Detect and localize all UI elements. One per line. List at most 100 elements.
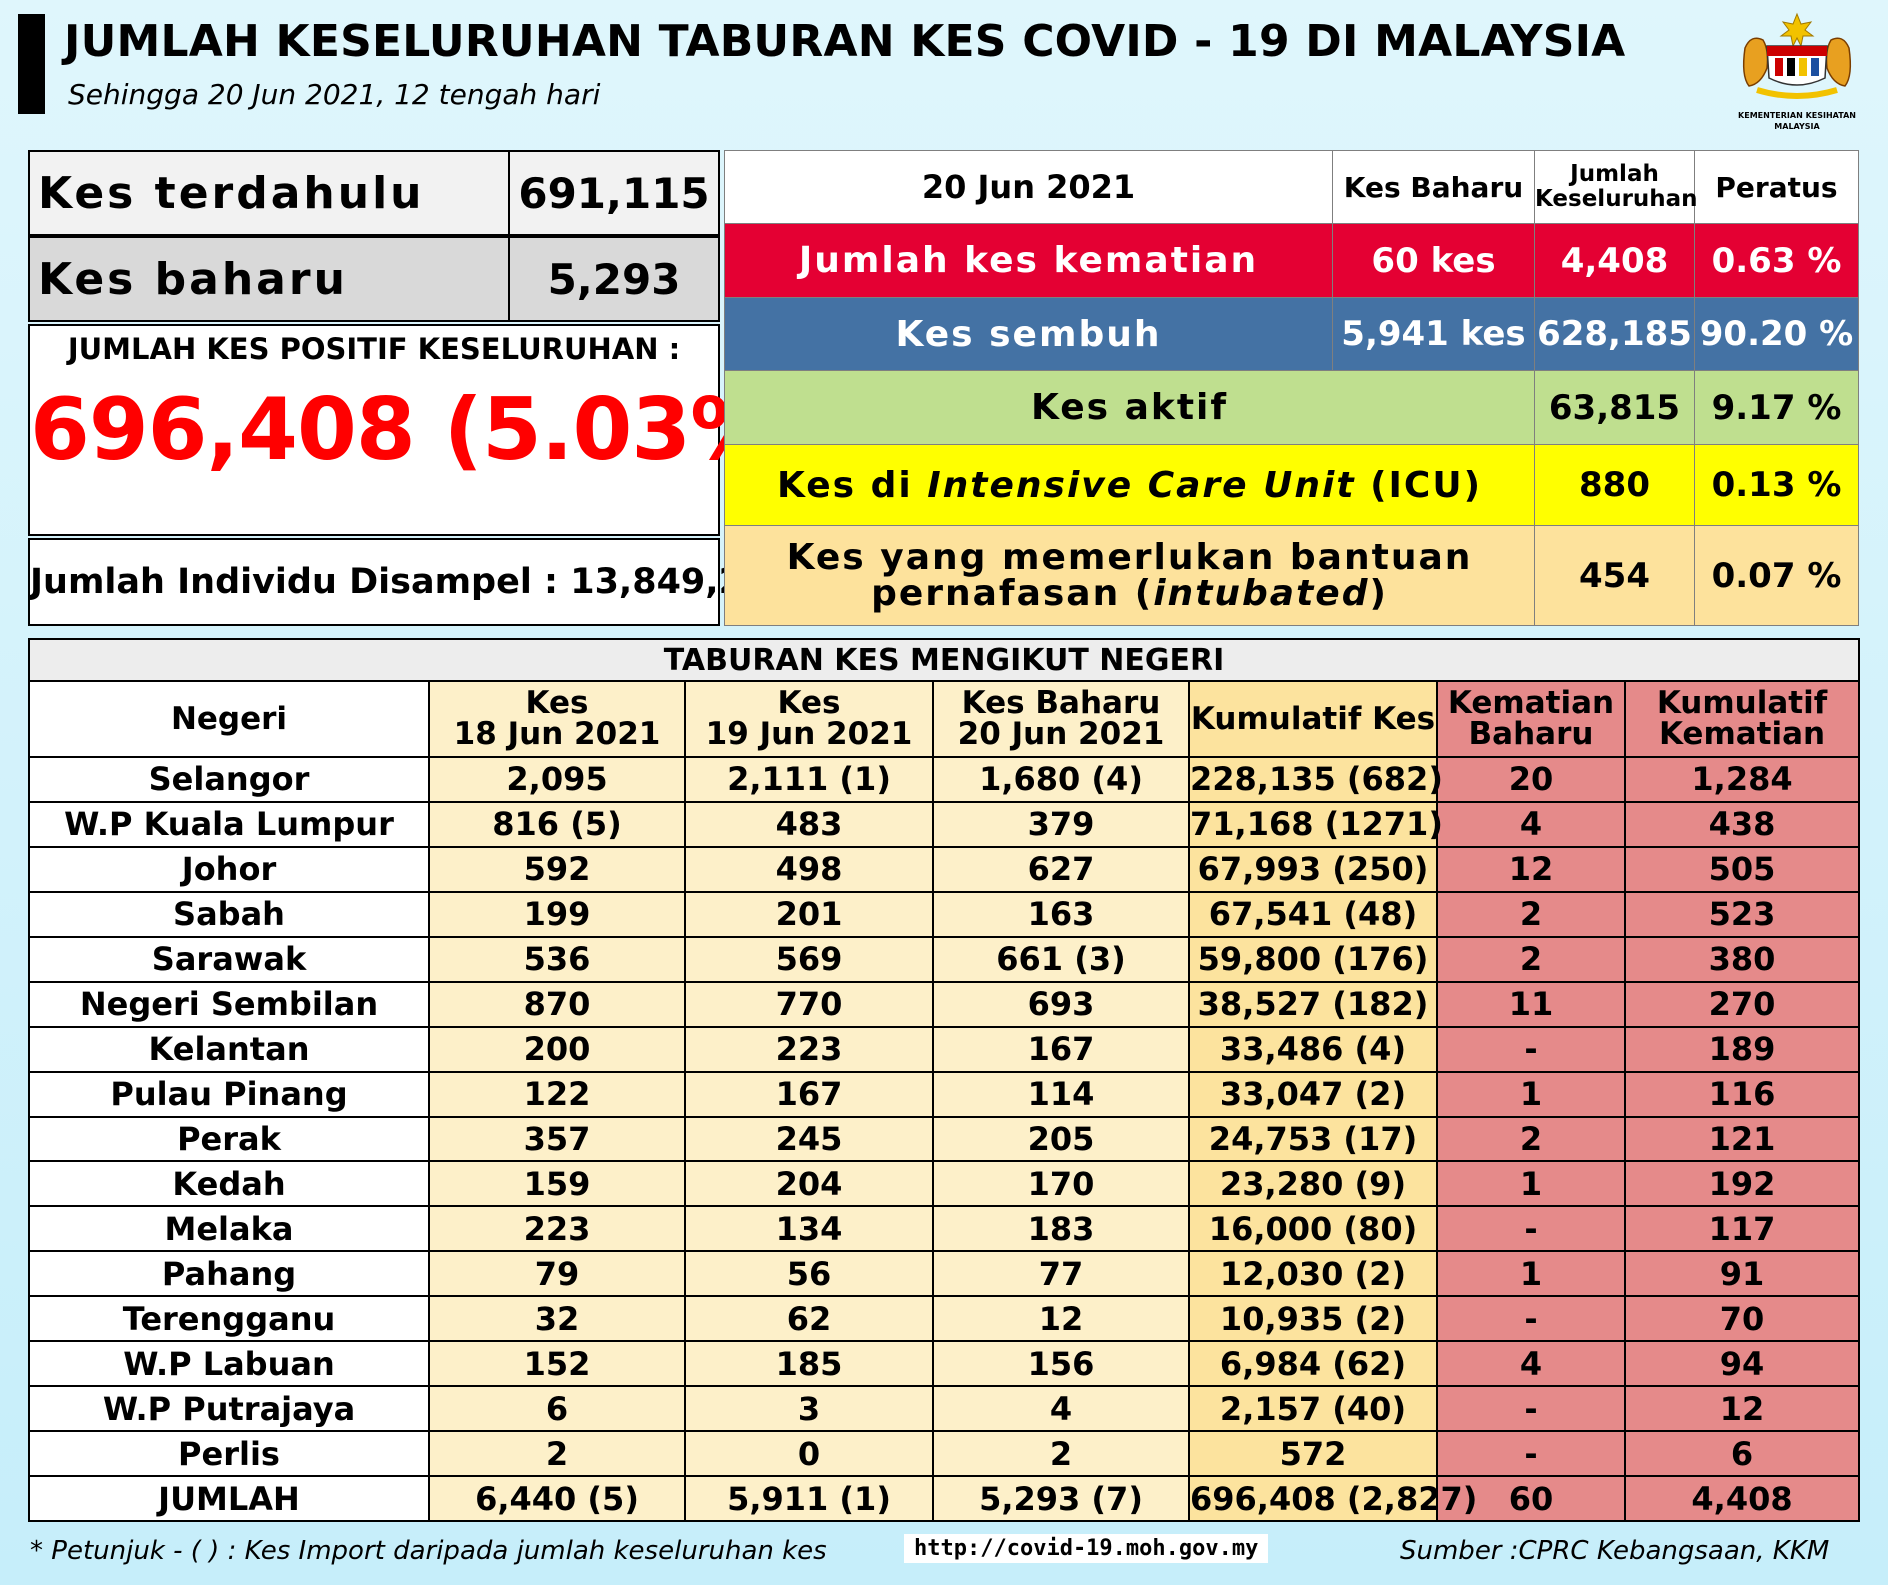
- cumulative-deaths: 116: [1623, 1070, 1861, 1118]
- state-table-header-row: Negeri Kes 18 Jun 2021 Kes 19 Jun 2021 Kes…: [28, 680, 1861, 758]
- table-row: Kedah 159 204 170 23,280 (9) 1 192: [28, 1160, 1861, 1208]
- cases-18jun: 816 (5): [428, 800, 686, 848]
- intubated-total: 454: [1534, 525, 1695, 626]
- recovered-percent: 90.20 %: [1694, 296, 1859, 372]
- state-table-caption-row: TABURAN KES MENGIKUT NEGERI: [27, 638, 1861, 682]
- new-cases-20jun: 661 (3): [932, 935, 1190, 983]
- table-row: Negeri Sembilan 870 770 693 38,527 (182) 11 27…: [28, 980, 1861, 1028]
- cumulative-deaths: 117: [1623, 1205, 1861, 1253]
- new-deaths: 1: [1436, 1160, 1626, 1208]
- new-deaths: 11: [1436, 980, 1626, 1028]
- cases-19jun: 3: [684, 1385, 934, 1433]
- cumulative-cases: 696,408 (2,827): [1188, 1475, 1477, 1522]
- cumulative-deaths: 505: [1623, 845, 1861, 893]
- new-cases-20jun: 183: [932, 1205, 1190, 1253]
- new-cases-20jun: 205: [932, 1115, 1190, 1163]
- new-deaths: 60: [1436, 1475, 1626, 1522]
- cumulative-cases: 23,280 (9): [1188, 1160, 1438, 1208]
- new-deaths: 12: [1436, 845, 1626, 893]
- col-cumulative-cases: Kumulatif Kes: [1188, 680, 1438, 758]
- table-row: Sabah 199 201 163 67,541 (48) 2 523: [28, 890, 1861, 938]
- cumulative-deaths: 523: [1623, 890, 1861, 938]
- state-name: Pahang: [28, 1250, 430, 1298]
- cumulative-deaths: 6: [1623, 1430, 1861, 1477]
- cumulative-cases: 10,935 (2): [1188, 1295, 1438, 1343]
- new-cases-20jun: 1,680 (4): [932, 756, 1190, 803]
- new-deaths: 4: [1436, 1340, 1626, 1388]
- table-row: Melaka 223 134 183 16,000 (80) -117: [28, 1205, 1861, 1253]
- cumulative-cases: 59,800 (176): [1188, 935, 1438, 983]
- previous-cases-label: Kes terdahulu: [38, 168, 425, 219]
- cases-18jun: 6,440 (5): [428, 1475, 686, 1522]
- new-deaths: 1: [1436, 1070, 1626, 1118]
- new-deaths: 2: [1436, 890, 1626, 938]
- cumulative-cases: 16,000 (80): [1188, 1205, 1438, 1253]
- cumulative-deaths: 121: [1623, 1115, 1861, 1163]
- cases-19jun: 167: [684, 1070, 934, 1118]
- cases-18jun: 32: [428, 1295, 686, 1343]
- cases-18jun: 199: [428, 890, 686, 938]
- cases-18jun: 592: [428, 845, 686, 893]
- cases-18jun: 536: [428, 935, 686, 983]
- cumulative-cases: 6,984 (62): [1188, 1340, 1438, 1388]
- deaths-percent: 0.63 %: [1694, 223, 1859, 298]
- cases-19jun: 770: [684, 980, 934, 1028]
- title-accent-bar: [18, 14, 45, 114]
- state-name: W.P Kuala Lumpur: [28, 800, 430, 848]
- icu-total: 880: [1534, 443, 1695, 527]
- cases-19jun: 0: [684, 1430, 934, 1477]
- status-col-total: Jumlah Keseluruhan: [1534, 149, 1698, 225]
- new-cases-row: Kes baharu 5,293: [28, 236, 720, 322]
- total-positive-label: JUMLAH KES POSITIF KESELURUHAN :: [67, 332, 681, 366]
- cases-19jun: 245: [684, 1115, 934, 1163]
- col-new-cases-20jun: Kes Baharu 20 Jun 2021: [932, 680, 1190, 758]
- cumulative-deaths: 270: [1623, 980, 1861, 1028]
- cases-19jun: 5,911 (1): [684, 1475, 934, 1522]
- table-row: Kelantan 200 223 167 33,486 (4) -189: [28, 1025, 1861, 1073]
- new-cases-20jun: 693: [932, 980, 1190, 1028]
- state-name: Perlis: [28, 1430, 430, 1477]
- intubated-percent: 0.07 %: [1694, 525, 1859, 626]
- state-name: W.P Labuan: [28, 1340, 430, 1388]
- table-row: Perak 357 245 205 24,753 (17) 2 121: [28, 1115, 1861, 1163]
- recovered-new: 5,941 kes: [1332, 296, 1535, 372]
- state-name: Selangor: [28, 756, 430, 803]
- new-deaths: 1: [1436, 1250, 1626, 1298]
- status-row-recovered: Kes sembuh 5,941 kes 628,185 90.20 %: [724, 296, 1859, 372]
- source-note: Sumber :CPRC Kebangsaan, KKM: [1400, 1536, 1830, 1566]
- cumulative-cases: 33,047 (2): [1188, 1070, 1438, 1118]
- table-row: Johor 592 498 627 67,993 (250) 12 505: [28, 845, 1861, 893]
- cumulative-cases: 67,541 (48): [1188, 890, 1438, 938]
- recovered-label: Kes sembuh: [724, 296, 1333, 372]
- state-name: Kedah: [28, 1160, 430, 1208]
- new-deaths: 2: [1436, 1115, 1626, 1163]
- new-deaths: -: [1436, 1430, 1626, 1477]
- cases-19jun: 2,111 (1): [684, 756, 934, 803]
- recovered-total: 628,185: [1534, 296, 1695, 372]
- table-row: Sarawak 536 569 661 (3) 59,800 (176) 2 380: [28, 935, 1861, 983]
- previous-cases-value: 691,115: [508, 152, 718, 236]
- new-cases-20jun: 2: [932, 1430, 1190, 1477]
- total-positive-box: JUMLAH KES POSITIF KESELURUHAN : 696,408…: [28, 324, 815, 536]
- new-cases-value: 5,293: [508, 238, 718, 322]
- icu-label: Kes di Intensive Care Unit (ICU): [724, 443, 1535, 527]
- new-deaths: -: [1436, 1385, 1626, 1433]
- coat-of-arms-icon: [1742, 12, 1852, 99]
- cases-19jun: 62: [684, 1295, 934, 1343]
- table-row: Terengganu 32 62 12 10,935 (2) -70: [28, 1295, 1861, 1343]
- cumulative-deaths: 380: [1623, 935, 1861, 983]
- table-row: Pulau Pinang 122 167 114 33,047 (2) 1 116: [28, 1070, 1861, 1118]
- col-cases-19jun: Kes 19 Jun 2021: [684, 680, 934, 758]
- new-cases-20jun: 156: [932, 1340, 1190, 1388]
- active-label: Kes aktif: [724, 370, 1535, 445]
- cases-19jun: 223: [684, 1025, 934, 1073]
- status-header-row: 20 Jun 2021 Kes Baharu Jumlah Keseluruhan…: [724, 149, 1859, 225]
- cases-19jun: 483: [684, 800, 934, 848]
- cases-18jun: 6: [428, 1385, 686, 1433]
- state-name: JUMLAH: [28, 1475, 430, 1522]
- website-link[interactable]: http://covid-19.moh.gov.my: [904, 1534, 1269, 1563]
- total-positive-value: 696,408 (5.03%): [30, 380, 815, 480]
- new-cases-20jun: 167: [932, 1025, 1190, 1073]
- new-cases-20jun: 163: [932, 890, 1190, 938]
- new-deaths: -: [1436, 1205, 1626, 1253]
